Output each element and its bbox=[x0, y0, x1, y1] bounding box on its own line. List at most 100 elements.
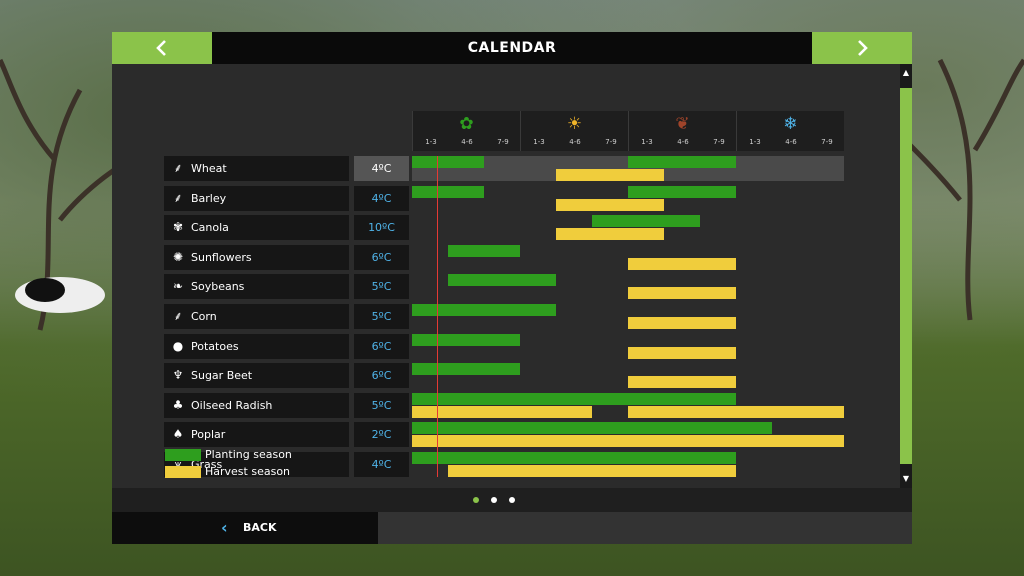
corn-icon: ⸙ bbox=[173, 309, 183, 323]
crop-row-corn[interactable]: ⸙ Corn bbox=[164, 304, 349, 329]
crop-name: Wheat bbox=[191, 162, 227, 175]
harvest-bar bbox=[628, 346, 736, 359]
month-label: 7-9 bbox=[821, 138, 833, 146]
crop-row-poplar[interactable]: ♠ Poplar bbox=[164, 422, 349, 448]
crop-temperature: 6ºC bbox=[354, 244, 409, 270]
crop-name: Barley bbox=[191, 191, 227, 205]
current-date-line bbox=[437, 156, 439, 477]
crop-row-sugar-beet[interactable]: ♆ Sugar Beet bbox=[164, 363, 349, 389]
crop-row-oilseed-radish[interactable]: ♣ Oilseed Radish bbox=[164, 392, 349, 418]
season-winter: ❄ 1-3 4-6 7-9 bbox=[736, 111, 844, 151]
month-label: 4-6 bbox=[569, 138, 581, 146]
scroll-down-icon[interactable]: ▼ bbox=[902, 474, 910, 483]
planting-bar bbox=[628, 156, 736, 168]
calendar-content: ✿ 1-3 4-6 7-9 ☀ 1-3 4-6 7-9 ❦ 1-3 4-6 7-9 ❄ 1-3 4-6 7-9… bbox=[112, 64, 900, 488]
crop-name: Potatoes bbox=[191, 339, 239, 353]
planting-bar bbox=[448, 274, 556, 287]
radish-icon: ♣ bbox=[172, 397, 184, 412]
harvest-legend-label: Harvest season bbox=[205, 465, 291, 478]
scrollbar[interactable]: ▲ ▼ bbox=[900, 64, 912, 488]
month-label: 4-6 bbox=[461, 138, 473, 146]
crop-temperature: 4ºC bbox=[354, 185, 409, 211]
harvest-bar bbox=[628, 257, 736, 270]
crop-temperature: 10ºC bbox=[354, 215, 409, 241]
page-dot[interactable] bbox=[491, 497, 497, 503]
page-dot[interactable] bbox=[473, 497, 479, 503]
prev-page-button[interactable] bbox=[112, 32, 212, 64]
sunflower-icon: ✺ bbox=[172, 249, 184, 264]
season-header: ✿ 1-3 4-6 7-9 ☀ 1-3 4-6 7-9 ❦ 1-3 4-6 7-9 ❄ 1-3 4-6 7-9 bbox=[412, 111, 844, 151]
crop-row-wheat[interactable]: ⸙ Wheat bbox=[164, 156, 349, 181]
poplar-icon: ♠ bbox=[172, 427, 184, 442]
crop-temperature: 2ºC bbox=[354, 422, 409, 448]
month-label: 1-3 bbox=[641, 138, 653, 146]
planting-bar bbox=[628, 185, 736, 198]
back-label: BACK bbox=[243, 521, 277, 534]
page-title: CALENDAR bbox=[467, 40, 557, 56]
header-bar: CALENDAR bbox=[112, 32, 912, 64]
bottom-bar: ‹ BACK bbox=[112, 512, 912, 544]
flower-icon: ✿ bbox=[459, 114, 474, 134]
crop-row-barley[interactable]: ⸙ Barley bbox=[164, 185, 349, 211]
planting-bar bbox=[412, 392, 736, 405]
harvest-legend-swatch bbox=[165, 466, 201, 478]
crop-name: Canola bbox=[191, 221, 229, 235]
month-label: 7-9 bbox=[497, 138, 509, 146]
harvest-bar bbox=[448, 465, 736, 477]
season-spring: ✿ 1-3 4-6 7-9 bbox=[412, 111, 520, 151]
soybean-icon: ❧ bbox=[172, 279, 184, 294]
planting-bar bbox=[412, 333, 520, 346]
sugar-beet-icon: ♆ bbox=[172, 368, 184, 383]
crop-temperature: 4ºC bbox=[354, 156, 409, 181]
sun-icon: ☀ bbox=[566, 114, 583, 134]
grass-icon: ⩛ bbox=[174, 457, 182, 471]
crop-name: Poplar bbox=[191, 428, 226, 442]
chevron-left-icon bbox=[156, 40, 166, 56]
crop-name: Sunflowers bbox=[191, 250, 252, 264]
harvest-bar bbox=[556, 169, 664, 181]
planting-bar bbox=[592, 215, 700, 228]
calendar-panel: CALENDAR ✿ 1-3 4-6 7-9 ☀ 1-3 4-6 7-9 ❦ 1-3 4-6 7-9 ❄… bbox=[112, 32, 912, 544]
season-summer: ☀ 1-3 4-6 7-9 bbox=[520, 111, 628, 151]
harvest-bar bbox=[628, 405, 844, 418]
crop-temperature: 6ºC bbox=[354, 363, 409, 389]
planting-bar bbox=[412, 422, 772, 435]
chevron-left-icon: ‹ bbox=[221, 518, 228, 537]
crop-name: Soybeans bbox=[191, 280, 245, 294]
crop-temperature: 6ºC bbox=[354, 333, 409, 359]
planting-bar bbox=[412, 185, 484, 198]
planting-bar bbox=[412, 363, 520, 376]
planting-bar bbox=[412, 304, 556, 316]
snowflake-icon: ❄ bbox=[783, 114, 798, 134]
back-button[interactable]: ‹ BACK bbox=[112, 512, 378, 544]
crop-name: Corn bbox=[191, 310, 217, 323]
crop-row-canola[interactable]: ✾ Canola bbox=[164, 215, 349, 241]
crop-row-sunflowers[interactable]: ✺ Sunflowers bbox=[164, 244, 349, 270]
wheat-icon: ⸙ bbox=[173, 161, 183, 175]
next-page-button[interactable] bbox=[812, 32, 912, 64]
chevron-right-icon bbox=[858, 40, 868, 56]
harvest-bar bbox=[412, 435, 844, 448]
canola-icon: ✾ bbox=[172, 220, 184, 235]
harvest-bar bbox=[628, 376, 736, 389]
scroll-thumb[interactable] bbox=[900, 88, 912, 464]
harvest-bar bbox=[628, 317, 736, 329]
harvest-bar bbox=[412, 405, 592, 418]
month-label: 4-6 bbox=[785, 138, 797, 146]
month-label: 7-9 bbox=[605, 138, 617, 146]
crop-row-potatoes[interactable]: ● Potatoes bbox=[164, 333, 349, 359]
barley-icon: ⸙ bbox=[173, 190, 183, 205]
season-autumn: ❦ 1-3 4-6 7-9 bbox=[628, 111, 736, 151]
crop-temperature: 4ºC bbox=[354, 452, 409, 477]
crop-temperature: 5ºC bbox=[354, 304, 409, 329]
planting-bar bbox=[412, 156, 484, 168]
month-label: 1-3 bbox=[533, 138, 545, 146]
crop-temperature: 5ºC bbox=[354, 392, 409, 418]
crop-row-soybeans[interactable]: ❧ Soybeans bbox=[164, 274, 349, 300]
scroll-up-icon[interactable]: ▲ bbox=[902, 68, 910, 77]
planting-bar bbox=[412, 452, 736, 464]
harvest-bar bbox=[556, 228, 664, 241]
month-label: 1-3 bbox=[749, 138, 761, 146]
page-dot[interactable] bbox=[509, 497, 515, 503]
crop-temperature: 5ºC bbox=[354, 274, 409, 300]
